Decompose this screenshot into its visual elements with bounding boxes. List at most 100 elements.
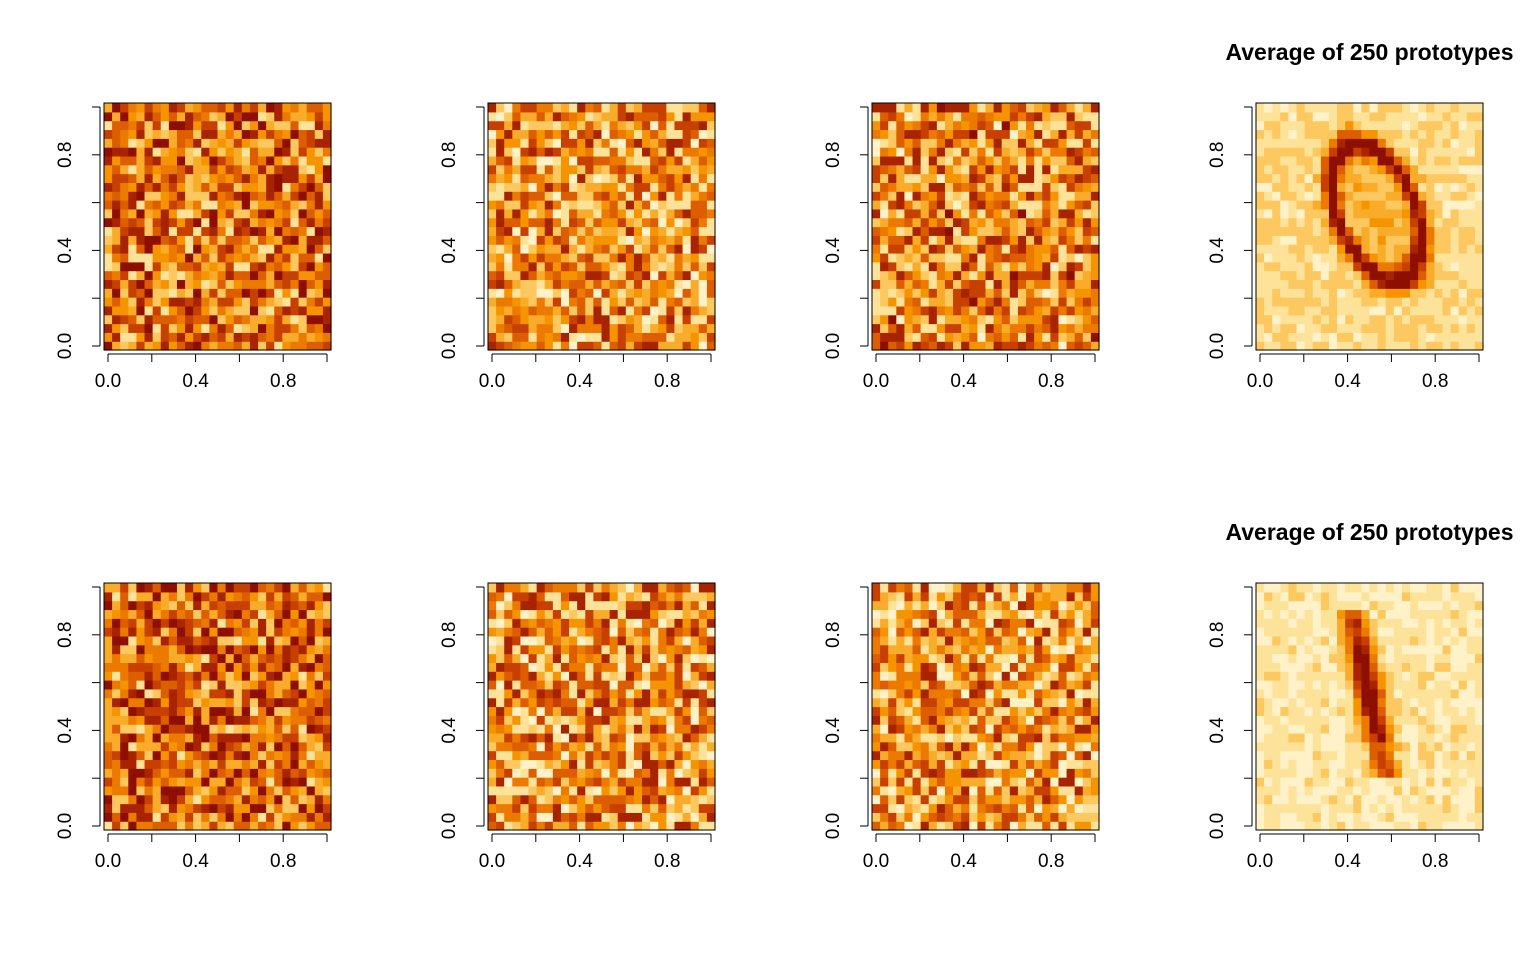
heatmap-cell <box>1304 297 1314 307</box>
heatmap-cell <box>274 279 283 289</box>
heatmap-cell <box>560 591 570 602</box>
heatmap-cell <box>225 200 235 210</box>
heatmap-cell <box>136 244 146 254</box>
heatmap-cell <box>306 120 316 131</box>
heatmap-cell <box>633 279 643 289</box>
heatmap-cell <box>128 732 138 743</box>
heatmap-cell <box>698 741 708 752</box>
heatmap-cell <box>1466 120 1476 131</box>
heatmap-cell <box>690 111 700 122</box>
heatmap-cell <box>1353 235 1362 245</box>
heatmap-cell <box>1264 138 1273 148</box>
heatmap-cell <box>1017 305 1027 316</box>
heatmap-cell <box>241 200 251 210</box>
heatmap-cell <box>577 279 586 289</box>
heatmap-cell <box>1442 270 1452 281</box>
heatmap-cell <box>888 270 897 281</box>
heatmap-cell <box>1304 182 1314 192</box>
heatmap-cell <box>1264 111 1273 122</box>
heatmap-cell <box>593 314 603 325</box>
heatmap-cell <box>888 182 897 192</box>
heatmap-cell <box>609 252 619 263</box>
heatmap-cell <box>1288 261 1298 272</box>
heatmap-cell <box>536 235 546 245</box>
heatmap-cell <box>290 759 300 769</box>
heatmap-cell <box>1410 138 1419 148</box>
heatmap-cell <box>201 288 210 298</box>
heatmap-cell <box>201 768 210 778</box>
heatmap-cell <box>698 208 708 219</box>
heatmap-cell <box>290 803 300 813</box>
heatmap-cell <box>1353 341 1362 351</box>
heatmap-cell <box>666 226 676 236</box>
heatmap-cell <box>560 261 570 272</box>
heatmap-cell <box>282 252 292 263</box>
heatmap-cell <box>136 217 146 228</box>
heatmap-cell <box>544 768 554 778</box>
heatmap-cell <box>977 103 987 113</box>
heatmap-cell <box>168 609 178 619</box>
heatmap-cell <box>496 741 505 752</box>
heatmap-cell <box>560 147 570 157</box>
heatmap-cell <box>872 129 881 139</box>
heatmap-cell <box>249 200 259 210</box>
heatmap-cell <box>1090 147 1100 157</box>
heatmap-cell <box>290 724 300 734</box>
heatmap-cell <box>953 226 962 236</box>
heatmap-cell <box>290 706 300 716</box>
heatmap-cell <box>650 147 659 157</box>
heatmap-cell <box>577 244 586 254</box>
heatmap-cell <box>306 111 316 122</box>
heatmap-cell <box>504 244 513 254</box>
heatmap-cell <box>625 724 635 734</box>
heatmap-cell <box>144 715 154 725</box>
heatmap-cell <box>266 314 275 325</box>
heatmap-cell <box>104 777 113 787</box>
heatmap-cell <box>504 111 513 122</box>
heatmap-cell <box>617 741 627 752</box>
heatmap-cell <box>880 226 889 236</box>
heatmap-cell <box>160 715 170 725</box>
heatmap-cell <box>322 252 332 263</box>
heatmap-cell <box>504 235 513 245</box>
heatmap-cell <box>1026 332 1035 342</box>
heatmap-cell <box>1369 129 1379 139</box>
heatmap-cell <box>314 750 324 761</box>
heatmap-cell <box>233 688 243 699</box>
heatmap-cell <box>225 706 235 716</box>
heatmap-cell <box>193 208 202 219</box>
heatmap-cell <box>1377 305 1387 316</box>
heatmap-cell <box>961 226 970 236</box>
heatmap-cell <box>1393 155 1403 166</box>
heatmap-cell <box>658 138 667 148</box>
heatmap-cell <box>1034 103 1043 113</box>
heatmap-cell <box>953 261 962 272</box>
heatmap-cell <box>1026 164 1035 175</box>
heatmap-cell <box>912 200 922 210</box>
heatmap-cell <box>1361 288 1371 298</box>
heatmap-cell <box>706 111 716 122</box>
heatmap-cell <box>706 138 716 148</box>
heatmap-cell <box>1090 305 1100 316</box>
heatmap-cell <box>128 103 138 113</box>
heatmap-cell <box>1393 217 1403 228</box>
heatmap-cell <box>185 741 194 752</box>
heatmap-cell <box>258 821 267 831</box>
heatmap-cell <box>1009 288 1019 298</box>
heatmap-cell <box>682 173 692 183</box>
heatmap-cell <box>1074 261 1084 272</box>
heatmap-cell <box>920 288 930 298</box>
heatmap-cell <box>1353 332 1362 342</box>
heatmap-cell <box>241 120 251 131</box>
heatmap-cell <box>706 706 716 716</box>
heatmap-cell <box>120 332 129 342</box>
heatmap-cell <box>1377 182 1387 192</box>
heatmap-cell <box>512 688 522 699</box>
heatmap-cell <box>985 226 995 236</box>
heatmap-cell <box>682 627 692 637</box>
heatmap-cell <box>282 812 292 822</box>
heatmap-cell <box>953 332 962 342</box>
heatmap-cell <box>577 627 586 637</box>
heatmap-cell <box>168 732 178 743</box>
heatmap-cell <box>642 600 651 611</box>
